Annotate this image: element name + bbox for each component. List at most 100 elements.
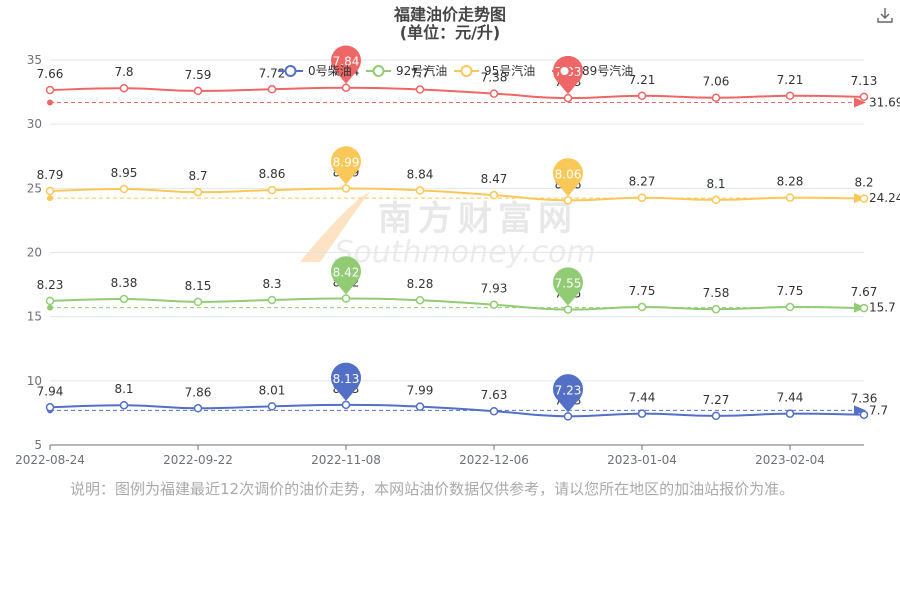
data-point[interactable] bbox=[637, 91, 647, 101]
max-marker-label: 8.42 bbox=[333, 265, 360, 279]
series-line bbox=[49, 297, 865, 311]
data-point[interactable] bbox=[193, 297, 203, 307]
data-point[interactable] bbox=[637, 193, 647, 202]
data-point[interactable] bbox=[859, 194, 869, 203]
grid-lines bbox=[50, 59, 864, 382]
data-point[interactable] bbox=[489, 300, 499, 309]
data-point[interactable] bbox=[489, 190, 499, 200]
data-point[interactable] bbox=[119, 400, 129, 410]
data-point[interactable] bbox=[267, 85, 277, 94]
data-label: 7.44 bbox=[777, 391, 804, 405]
legend-label: 92号汽油 bbox=[396, 63, 447, 78]
data-point[interactable] bbox=[193, 187, 203, 197]
data-label: 7.63 bbox=[481, 388, 508, 402]
data-point[interactable] bbox=[785, 302, 795, 312]
data-label: 7.75 bbox=[629, 284, 656, 298]
data-point[interactable] bbox=[711, 93, 721, 102]
y-tick-label: 25 bbox=[27, 181, 42, 195]
average-start-dot bbox=[47, 304, 53, 311]
average-start-dot bbox=[47, 99, 53, 106]
series-3: 31.697.667.87.597.727.847.77.387.037.217… bbox=[37, 45, 900, 109]
data-point[interactable] bbox=[489, 406, 499, 416]
max-marker-label: 8.99 bbox=[333, 155, 360, 169]
data-point[interactable] bbox=[859, 303, 869, 313]
data-label: 8.84 bbox=[407, 167, 434, 181]
x-tick-label: 2023-02-04 bbox=[755, 453, 825, 467]
data-point[interactable] bbox=[785, 91, 795, 101]
data-point[interactable] bbox=[267, 295, 277, 305]
legend-item-0[interactable]: 0号柴油 bbox=[278, 64, 352, 78]
data-point[interactable] bbox=[415, 85, 425, 94]
series-2: 24.24 8.79 8.95 8.7 8.86 8.99 8.84 8.47 8.06 8.27… bbox=[37, 146, 900, 205]
data-label: 7.44 bbox=[629, 391, 656, 405]
data-label: 8.27 bbox=[629, 175, 656, 189]
data-point[interactable] bbox=[785, 409, 795, 418]
data-point[interactable] bbox=[711, 195, 721, 205]
average-arrow bbox=[854, 97, 866, 108]
data-point[interactable] bbox=[563, 93, 573, 103]
data-point[interactable] bbox=[563, 305, 573, 314]
min-marker bbox=[553, 267, 583, 306]
data-point[interactable] bbox=[119, 294, 129, 304]
legend-item-1[interactable]: 92号汽油 bbox=[366, 63, 447, 78]
data-point[interactable] bbox=[119, 83, 129, 93]
data-label: 7.75 bbox=[777, 284, 804, 298]
data-label: 7.13 bbox=[851, 74, 878, 88]
data-point[interactable] bbox=[193, 404, 203, 413]
max-marker bbox=[331, 256, 361, 295]
data-label: 7.93 bbox=[481, 282, 508, 296]
min-marker-label: 7.23 bbox=[555, 383, 582, 397]
data-label: 8.79 bbox=[37, 168, 64, 182]
legend-swatch-circle bbox=[372, 65, 385, 77]
data-point[interactable] bbox=[341, 294, 351, 303]
min-marker bbox=[553, 158, 583, 197]
data-point[interactable] bbox=[637, 302, 647, 312]
chart-title: 福建油价走势图 bbox=[393, 5, 506, 24]
data-label: 7.8 bbox=[114, 65, 133, 79]
data-point[interactable] bbox=[119, 184, 129, 194]
data-point[interactable] bbox=[563, 412, 573, 421]
data-point[interactable] bbox=[859, 92, 869, 102]
data-point[interactable] bbox=[785, 193, 795, 202]
series-1: 15.7 8.23 8.38 8.15 8.3 8.42 8.28 7.93 7.55 7.75 7… bbox=[37, 256, 896, 315]
data-point[interactable] bbox=[45, 85, 55, 95]
data-point[interactable] bbox=[711, 304, 721, 314]
series-line bbox=[49, 187, 865, 202]
legend: 0号柴油 92号汽油 95号汽油 89号汽油 bbox=[278, 63, 633, 78]
data-point[interactable] bbox=[415, 295, 425, 305]
download-icon[interactable] bbox=[876, 6, 894, 24]
data-point[interactable] bbox=[267, 402, 277, 411]
x-tick-label: 2022-08-24 bbox=[15, 453, 85, 467]
data-point[interactable] bbox=[637, 409, 647, 418]
data-point[interactable] bbox=[45, 186, 55, 196]
data-point[interactable] bbox=[341, 184, 351, 193]
chart-subtitle: (单位：元/升) bbox=[400, 23, 500, 42]
y-tick-label: 20 bbox=[27, 246, 42, 260]
data-point[interactable] bbox=[267, 185, 277, 195]
data-label: 8.38 bbox=[111, 276, 138, 290]
data-point[interactable] bbox=[193, 86, 203, 96]
data-point[interactable] bbox=[489, 89, 499, 98]
data-point[interactable] bbox=[45, 403, 55, 412]
average-arrow bbox=[854, 405, 866, 416]
data-point[interactable] bbox=[563, 196, 573, 205]
data-point[interactable] bbox=[45, 296, 55, 306]
legend-item-3[interactable]: 89号汽油 bbox=[552, 63, 633, 78]
data-label: 8.2 bbox=[854, 176, 873, 190]
data-point[interactable] bbox=[415, 186, 425, 195]
legend-label: 89号汽油 bbox=[582, 63, 633, 78]
data-point[interactable] bbox=[711, 411, 721, 421]
legend-label: 0号柴油 bbox=[308, 64, 352, 78]
data-label: 8.86 bbox=[259, 167, 286, 181]
max-marker bbox=[331, 362, 361, 401]
max-marker bbox=[331, 146, 361, 185]
data-point[interactable] bbox=[341, 400, 351, 410]
min-marker bbox=[553, 374, 583, 413]
legend-item-2[interactable]: 95号汽油 bbox=[454, 63, 535, 78]
data-point[interactable] bbox=[341, 83, 351, 92]
data-label: 8.01 bbox=[259, 383, 286, 397]
data-point[interactable] bbox=[859, 410, 869, 419]
x-tick-label: 2022-12-06 bbox=[459, 453, 529, 467]
data-point[interactable] bbox=[415, 402, 425, 411]
